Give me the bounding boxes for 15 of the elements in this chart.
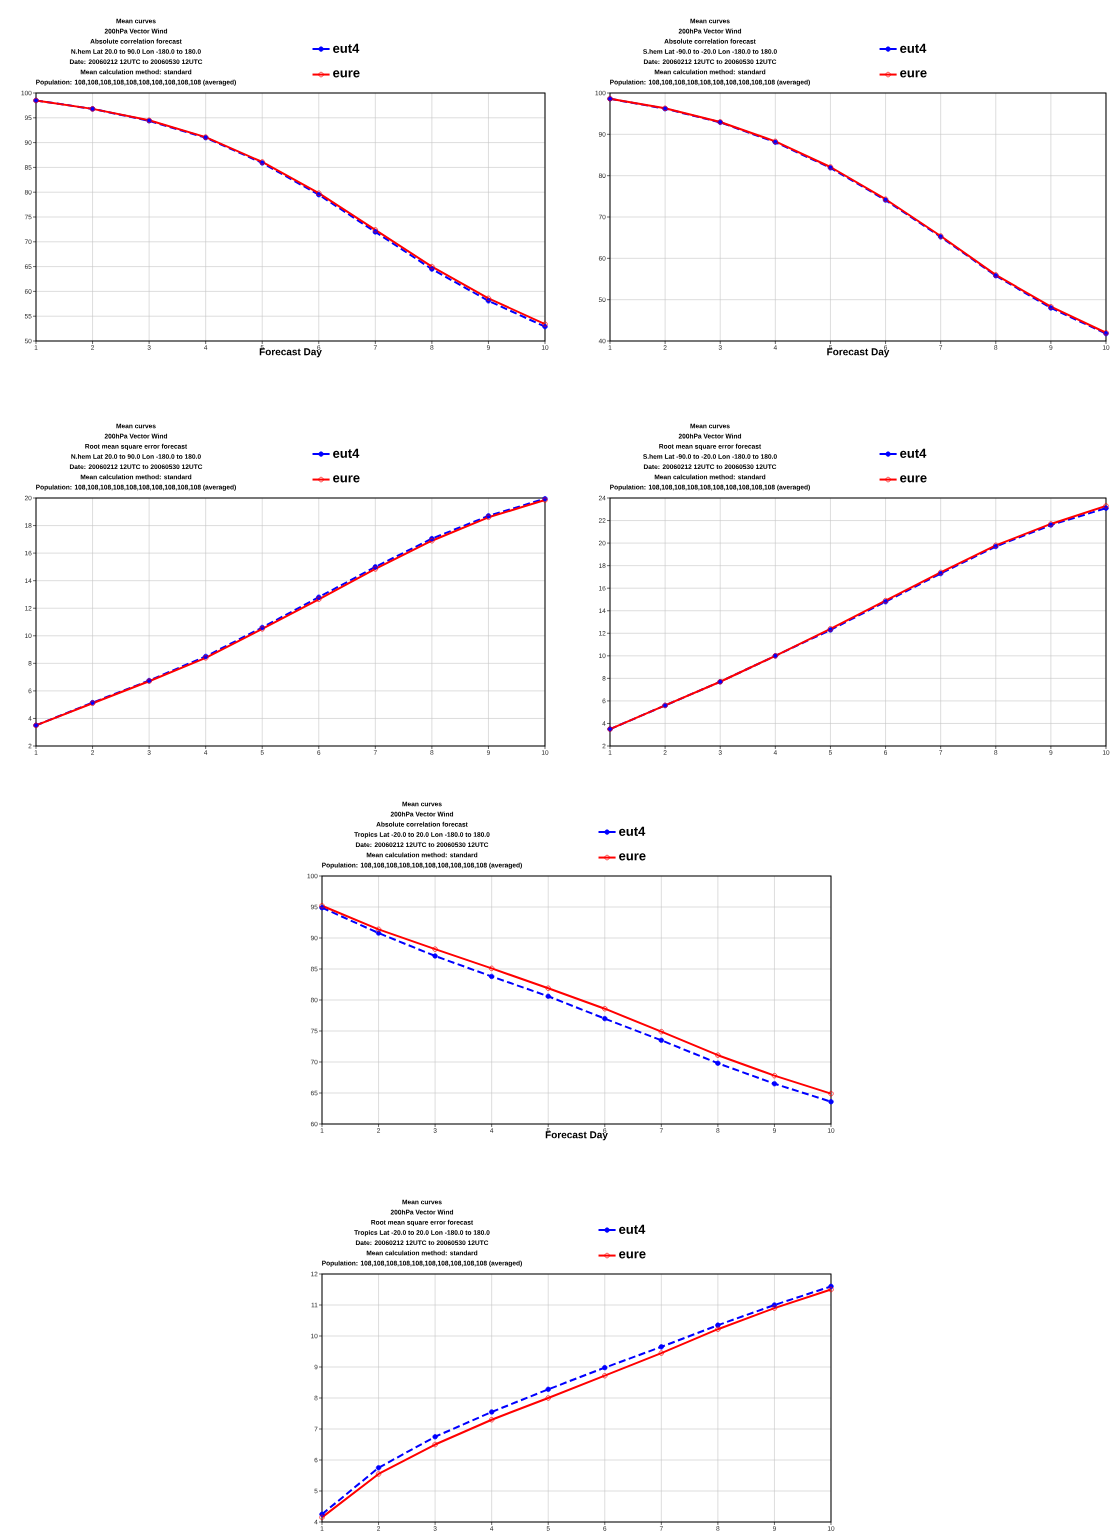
legend-label: eut4: [619, 826, 646, 836]
legend-label: eure: [900, 475, 927, 483]
legend-label: eut4: [900, 448, 927, 458]
x-axis-title: Forecast Day: [259, 348, 322, 358]
legend-label: eure: [900, 70, 927, 78]
legend-label: eut4: [333, 448, 360, 458]
legend-label: eut4: [333, 43, 360, 53]
legend-label: eut4: [900, 43, 927, 53]
x-axis-title: Forecast Day: [827, 348, 890, 358]
legend-label: eut4: [619, 1224, 646, 1234]
legend-label: eure: [333, 70, 360, 78]
x-axis-title: Forecast Day: [545, 1131, 608, 1141]
legend-label: eure: [333, 475, 360, 483]
legend-label: eure: [619, 1251, 646, 1259]
legend-label: eure: [619, 853, 646, 861]
